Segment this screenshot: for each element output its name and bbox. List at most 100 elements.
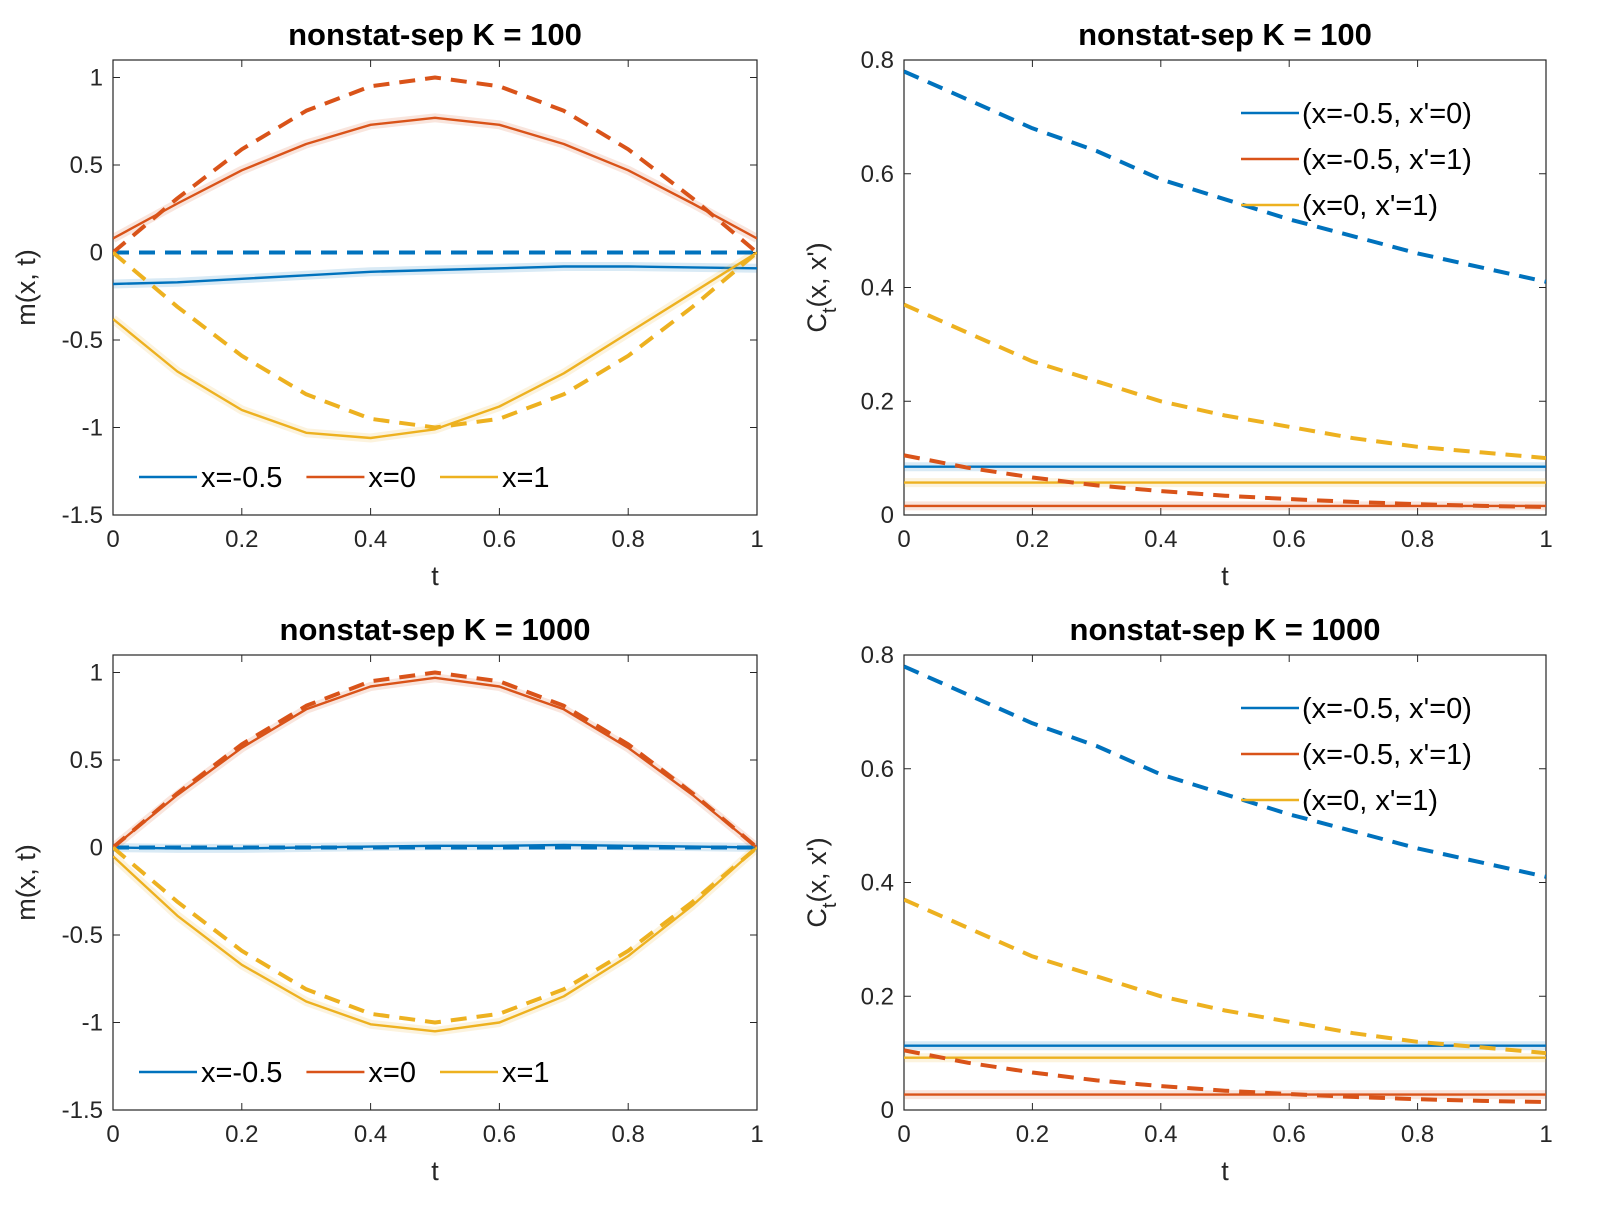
y-axis-label-main: C	[802, 313, 832, 333]
y-axis-label-text: m(x, t)	[11, 844, 41, 920]
chart-panel-2: 0 0.2 0.4 0.6 0.8 1 0 0.2 0.4 0.6 0.8 nonstat-sep K…	[802, 17, 1553, 591]
legend-entry: x=1	[502, 462, 550, 494]
y-tick-label: 0.6	[861, 756, 894, 783]
legend-entry: x=0	[368, 1057, 416, 1089]
series-dashed-x-0-5-x-1-dashed	[904, 1048, 1546, 1104]
x-tick-label: 0.4	[1144, 1121, 1177, 1148]
legend-entry: (x=0, x'=1)	[1302, 785, 1438, 817]
y-tick-label: 0	[90, 835, 103, 862]
x-tick-label: 0.2	[225, 526, 258, 553]
y-axis-label: Ct(x, x')	[802, 242, 841, 332]
series-dashed-x-0-5-x-1-dashed	[904, 453, 1546, 509]
series-dashed-x-1-dashed	[113, 250, 757, 430]
x-tick-label: 1	[750, 526, 763, 553]
series-line-x-1	[113, 846, 757, 1033]
series-line-x-0	[113, 676, 757, 849]
chart-panel-3: 0 0.2 0.4 0.6 0.8 1 -1.5 -1 -0.5 0 0.5 1 nonstat-sep…	[11, 612, 764, 1186]
series-dashed-x-0-x-1-dashed	[904, 897, 1546, 1056]
y-tick-label: 1	[90, 660, 103, 687]
legend-entry: x=0	[368, 462, 416, 494]
series-dashed-x-0-dashed	[113, 670, 757, 850]
series-dashed-x-1-dashed	[113, 845, 757, 1025]
y-tick-label: 0.8	[861, 47, 894, 74]
x-tick-label: 0	[897, 1121, 910, 1148]
x-tick-label: 0.6	[483, 526, 516, 553]
x-tick-label: 0.2	[225, 1121, 258, 1148]
series-line-x-0-5	[113, 265, 757, 286]
x-tick-label: 0.8	[1401, 1121, 1434, 1148]
y-tick-label: 0.4	[861, 870, 894, 897]
x-tick-label: 1	[1539, 526, 1552, 553]
y-tick-label: 0.6	[861, 161, 894, 188]
legend-entry: (x=-0.5, x'=0)	[1302, 693, 1472, 725]
x-tick-label: 0.4	[354, 1121, 387, 1148]
y-axis-label-text: m(x, t)	[11, 249, 41, 325]
chart-title: nonstat-sep K = 100	[288, 17, 582, 52]
y-axis-label-sub: t	[819, 902, 841, 908]
x-tick-label: 1	[1539, 1121, 1552, 1148]
x-axis-label: t	[431, 1156, 439, 1186]
y-tick-label: 0	[881, 1097, 894, 1124]
y-axis-label: Ct(x, x')	[802, 837, 841, 927]
series-dashed-x-0-x-1-dashed	[904, 302, 1546, 461]
legend-entry: x=-0.5	[201, 1057, 282, 1089]
x-tick-label: 0.6	[1273, 526, 1306, 553]
plot-area	[113, 75, 757, 443]
x-tick-label: 0.6	[483, 1121, 516, 1148]
y-axis-label-rest: (x, x')	[802, 242, 832, 307]
x-tick-label: 0.2	[1016, 1121, 1049, 1148]
x-tick-label: 0	[106, 526, 119, 553]
y-tick-label: -0.5	[62, 922, 103, 949]
y-axis-label: m(x, t)	[11, 844, 41, 920]
x-tick-label: 1	[750, 1121, 763, 1148]
chart-title: nonstat-sep K = 1000	[280, 612, 591, 647]
y-tick-label: -1	[82, 415, 103, 442]
chart-panel-1: 0 0.2 0.4 0.6 0.8 1 -1.5 -1 -0.5 0 0.5 1 nonstat-sep…	[11, 17, 764, 591]
legend-entry: (x=-0.5, x'=1)	[1302, 144, 1472, 176]
y-tick-label: 0.8	[861, 642, 894, 669]
y-tick-label: -1.5	[62, 502, 103, 529]
x-axis-label: t	[1221, 1156, 1229, 1186]
y-tick-label: 0.2	[861, 388, 894, 415]
y-tick-label: 1	[90, 65, 103, 92]
plot-area	[904, 69, 1546, 511]
legend-entry: x=-0.5	[201, 462, 282, 494]
legend: x=-0.5 x=0 x=1	[139, 462, 550, 494]
series-dashed-x-0-5-x-0-dashed	[904, 69, 1546, 284]
y-axis-label-rest: (x, x')	[802, 837, 832, 902]
y-axis-label-main: C	[802, 908, 832, 928]
x-tick-label: 0	[106, 1121, 119, 1148]
x-tick-label: 0.8	[612, 526, 645, 553]
chart-title: nonstat-sep K = 1000	[1070, 612, 1381, 647]
y-axis-label: m(x, t)	[11, 249, 41, 325]
y-tick-label: -1	[82, 1010, 103, 1037]
chart-title: nonstat-sep K = 100	[1078, 17, 1372, 52]
y-tick-label: 0.5	[70, 152, 103, 179]
legend: x=-0.5 x=0 x=1	[139, 1057, 550, 1089]
y-tick-label: -0.5	[62, 327, 103, 354]
x-tick-label: 0.8	[612, 1121, 645, 1148]
x-axis-label: t	[431, 561, 439, 591]
y-tick-label: 0.4	[861, 275, 894, 302]
series-dashed-x-0-5-x-0-dashed	[904, 664, 1546, 879]
x-axis-label: t	[1221, 561, 1229, 591]
y-axis-label-text: Ct(x, x')	[802, 837, 841, 927]
y-tick-label: 0.5	[70, 747, 103, 774]
plot-area	[113, 670, 757, 1036]
y-tick-label: 0	[881, 502, 894, 529]
y-tick-label: 0.2	[861, 983, 894, 1010]
y-tick-label: 0	[90, 240, 103, 267]
legend-entry: (x=-0.5, x'=1)	[1302, 739, 1472, 771]
series-dashed-x-0-dashed	[113, 75, 757, 255]
plot-frame	[903, 59, 1547, 516]
plot-frame	[903, 654, 1547, 1111]
x-tick-label: 0	[897, 526, 910, 553]
x-tick-label: 0.4	[354, 526, 387, 553]
legend-entry: (x=0, x'=1)	[1302, 190, 1438, 222]
legend-entry: (x=-0.5, x'=0)	[1302, 98, 1472, 130]
series-line-x-0	[113, 116, 757, 240]
chart-panel-4: 0 0.2 0.4 0.6 0.8 1 0 0.2 0.4 0.6 0.8 nonstat-sep K…	[802, 612, 1553, 1186]
legend: (x=-0.5, x'=0) (x=-0.5, x'=1) (x=0, x'=1)	[1241, 98, 1472, 222]
